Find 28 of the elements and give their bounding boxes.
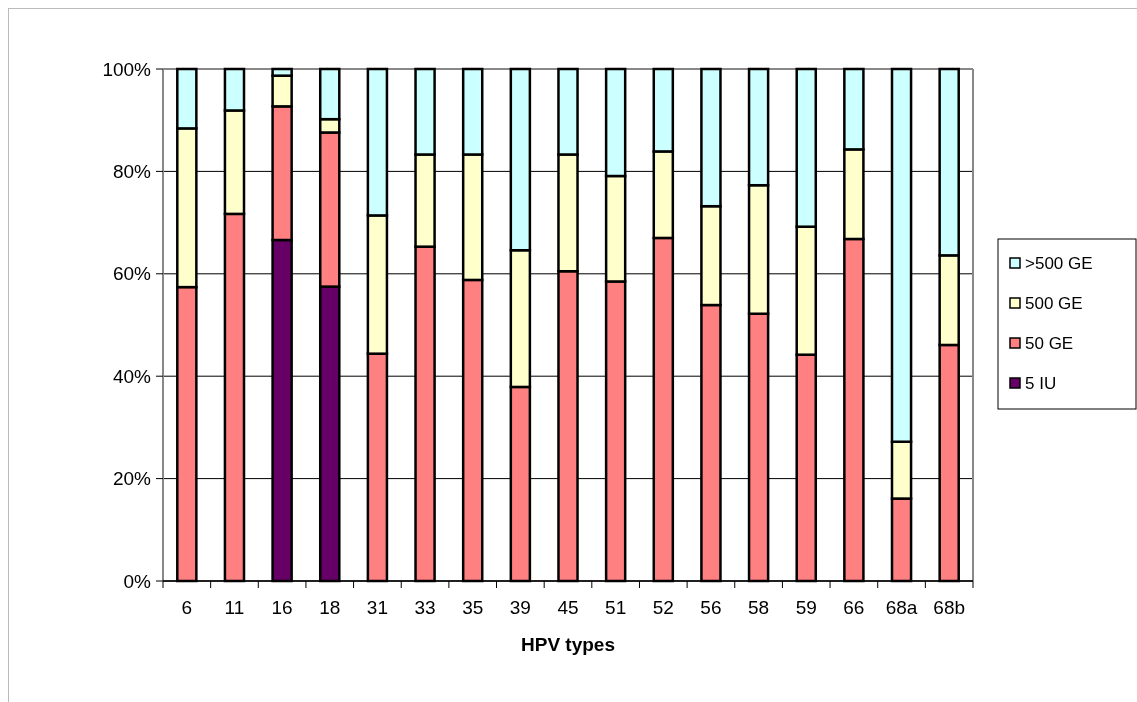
y-tick-label: 20% bbox=[112, 468, 152, 490]
x-tick-label: 51 bbox=[605, 597, 627, 618]
x-tick-label: 52 bbox=[652, 597, 674, 618]
legend-label: >500 GE bbox=[1025, 253, 1093, 273]
x-tick-label: 45 bbox=[557, 597, 579, 618]
x-tick-label: 56 bbox=[700, 597, 722, 618]
x-tick-label: 6 bbox=[181, 597, 193, 618]
x-tick-label: 16 bbox=[271, 597, 293, 618]
x-tick-label: 31 bbox=[366, 597, 388, 618]
y-tick-label: 100% bbox=[102, 58, 152, 80]
x-tick-label: 11 bbox=[224, 597, 245, 618]
x-tick-label: 18 bbox=[319, 597, 341, 618]
x-tick-label: 35 bbox=[462, 597, 484, 618]
x-tick-label: 68a bbox=[885, 597, 918, 618]
legend-label: 500 GE bbox=[1025, 293, 1083, 313]
x-tick-label: 59 bbox=[795, 597, 817, 618]
y-tick-label: 0% bbox=[123, 570, 152, 592]
legend-label: 5 IU bbox=[1025, 373, 1057, 393]
y-tick-label: 40% bbox=[112, 365, 152, 387]
x-tick-label: 39 bbox=[509, 597, 531, 618]
y-tick-label: 80% bbox=[112, 161, 152, 183]
y-tick-label: 60% bbox=[112, 263, 152, 285]
x-axis-title: HPV types bbox=[521, 634, 615, 655]
legend-label: 50 GE bbox=[1025, 333, 1074, 353]
x-tick-label: 68b bbox=[933, 597, 966, 618]
x-tick-label: 33 bbox=[414, 597, 436, 618]
x-tick-label: 66 bbox=[843, 597, 865, 618]
x-tick-label: 58 bbox=[748, 597, 770, 618]
